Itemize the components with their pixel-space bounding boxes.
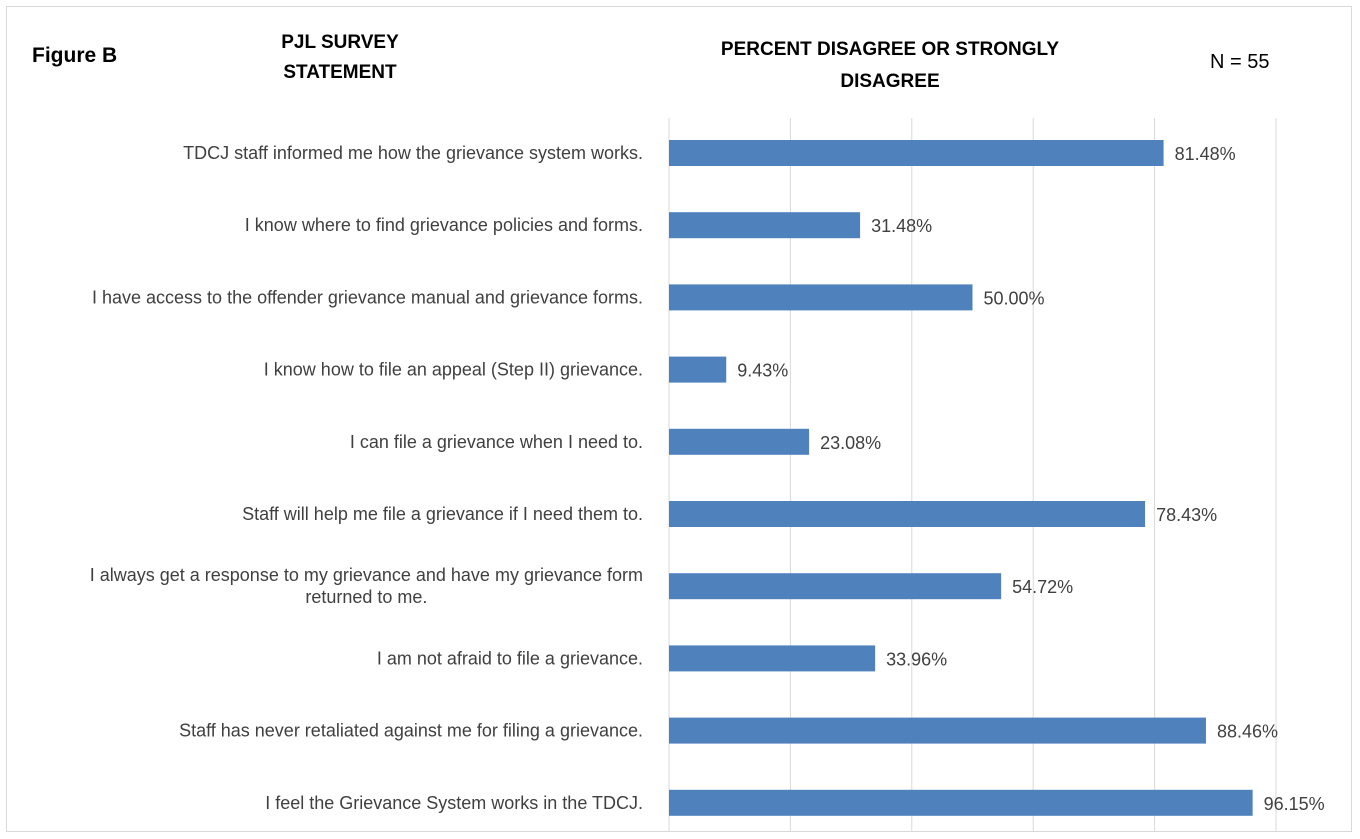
- value-label-8: 88.46%: [1217, 722, 1278, 742]
- category-label-2: I have access to the offender grievance …: [92, 287, 643, 307]
- category-label-6: I always get a response to my grievance …: [90, 565, 643, 607]
- bar-9: [669, 789, 1253, 816]
- value-label-6: 54.72%: [1012, 577, 1073, 597]
- category-label-4: I can file a grievance when I need to.: [350, 432, 643, 452]
- percent-column-header: PERCENT DISAGREE OR STRONGLY DISAGREE: [720, 39, 1060, 92]
- value-label-3: 9.43%: [737, 361, 788, 381]
- bar-6: [669, 573, 1002, 600]
- bar-1: [669, 212, 861, 239]
- chart-frame: [6, 6, 1352, 832]
- sample-size-label: N = 55: [1210, 51, 1270, 73]
- statement-column-header: PJL SURVEY STATEMENT: [281, 32, 399, 83]
- category-label-9: I feel the Grievance System works in the…: [265, 793, 643, 813]
- category-label-7: I am not afraid to file a grievance.: [377, 648, 643, 668]
- value-label-1: 31.48%: [871, 216, 932, 236]
- bars: [669, 140, 1253, 816]
- bar-7: [669, 645, 876, 672]
- value-label-7: 33.96%: [886, 649, 947, 669]
- value-label-2: 50.00%: [984, 288, 1045, 308]
- bar-5: [669, 501, 1146, 527]
- value-label-5: 78.43%: [1156, 505, 1217, 525]
- bar-3: [669, 356, 727, 383]
- bar-8: [669, 717, 1206, 744]
- category-label-8: Staff has never retaliated against me fo…: [179, 721, 643, 741]
- value-label-0: 81.48%: [1175, 144, 1236, 164]
- labels: 81.48% TDCJ staff informed me how the gri…: [90, 143, 1325, 814]
- category-label-5: Staff will help me file a grievance if I…: [242, 504, 643, 524]
- category-label-3: I know how to file an appeal (Step II) g…: [264, 360, 643, 380]
- category-label-1: I know where to find grievance policies …: [245, 215, 643, 235]
- category-label-0: TDCJ staff informed me how the grievance…: [183, 143, 643, 163]
- bar-0: [669, 140, 1164, 166]
- value-label-9: 96.15%: [1264, 794, 1325, 814]
- bar-4: [669, 428, 810, 455]
- figure-label: Figure B: [32, 44, 118, 67]
- bar-2: [669, 284, 973, 311]
- value-label-4: 23.08%: [820, 433, 881, 453]
